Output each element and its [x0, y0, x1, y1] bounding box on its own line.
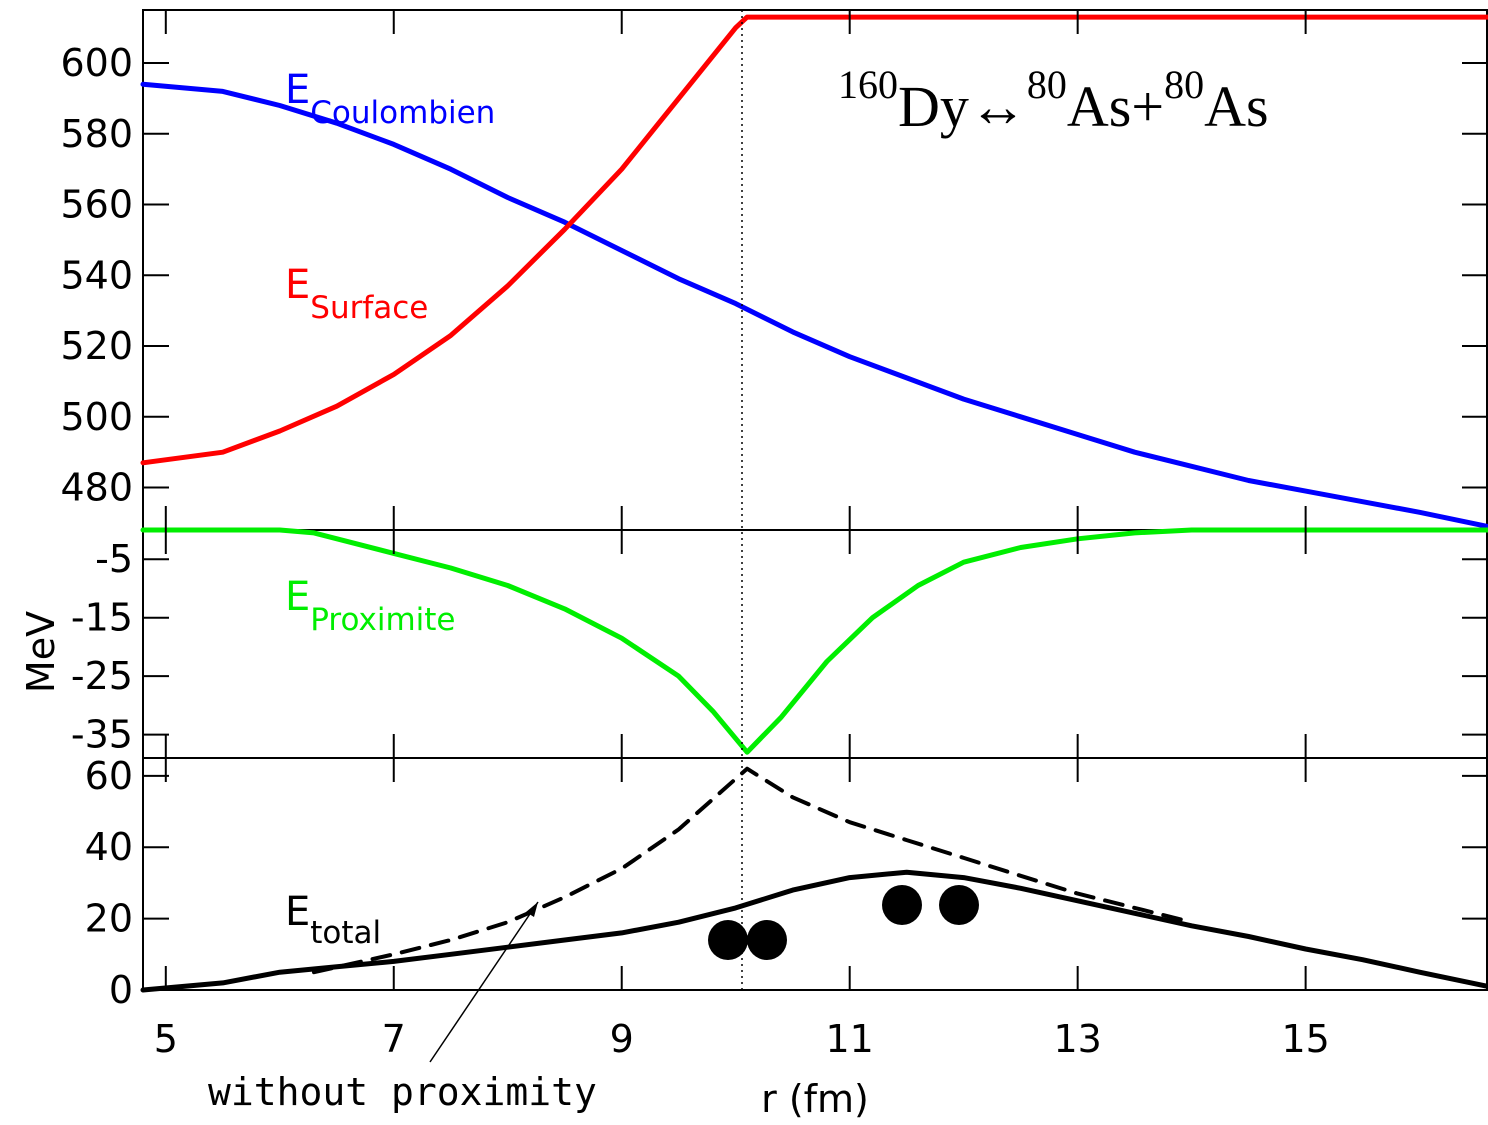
without-proximity-annotation: without proximity: [208, 1070, 597, 1114]
touching-nuclei-icon: [708, 920, 787, 960]
y-tick-label: -25: [71, 654, 133, 698]
y-tick-label: 0: [109, 968, 133, 1012]
y-tick-label: 500: [60, 395, 133, 439]
total-label: Etotal: [285, 889, 381, 951]
separated-nuclei-icon: [882, 885, 979, 925]
y-tick-label: 60: [85, 754, 133, 798]
x-tick-label: 9: [610, 1017, 634, 1061]
y-tick-label: 540: [60, 253, 133, 297]
x-tick-label: 7: [382, 1017, 406, 1061]
y-tick-label: -5: [95, 537, 133, 581]
y-axis-title: MeV: [19, 611, 63, 693]
series-etotal-line: [140, 869, 1488, 993]
annotation-arrow: [429, 901, 539, 1063]
y-tick-label: -35: [71, 713, 133, 757]
y-tick-label: 20: [85, 897, 133, 941]
y-tick-label: 560: [60, 183, 133, 227]
x-axis-title: r (fm): [761, 1077, 869, 1121]
y-tick-label: 520: [60, 324, 133, 368]
y-tick-label: 580: [60, 112, 133, 156]
y-tick-label: -15: [71, 596, 133, 640]
arrowhead-icon: [526, 902, 538, 917]
series-without-proximity-line: [312, 766, 1194, 975]
x-tick-label: 5: [154, 1017, 178, 1061]
proximite-label: EProximite: [285, 574, 456, 638]
reaction-formula: 160Dy↔80As+80As: [838, 62, 1269, 139]
series-ecoulombien-line: [140, 81, 1488, 529]
x-tick-label: 11: [826, 1017, 874, 1061]
y-tick-label: 40: [85, 825, 133, 869]
x-tick-label: 13: [1053, 1017, 1101, 1061]
y-tick-label: 480: [60, 466, 133, 510]
surface-label: ESurface: [285, 262, 428, 326]
coulomb-label: ECoulombien: [285, 67, 495, 131]
lower-panel-frame: [142, 757, 1488, 991]
x-tick-label: 15: [1281, 1017, 1329, 1061]
series-eproximite-line: [140, 527, 1488, 755]
y-tick-label: 600: [60, 41, 133, 85]
series-esurface-line: [140, 14, 1488, 466]
